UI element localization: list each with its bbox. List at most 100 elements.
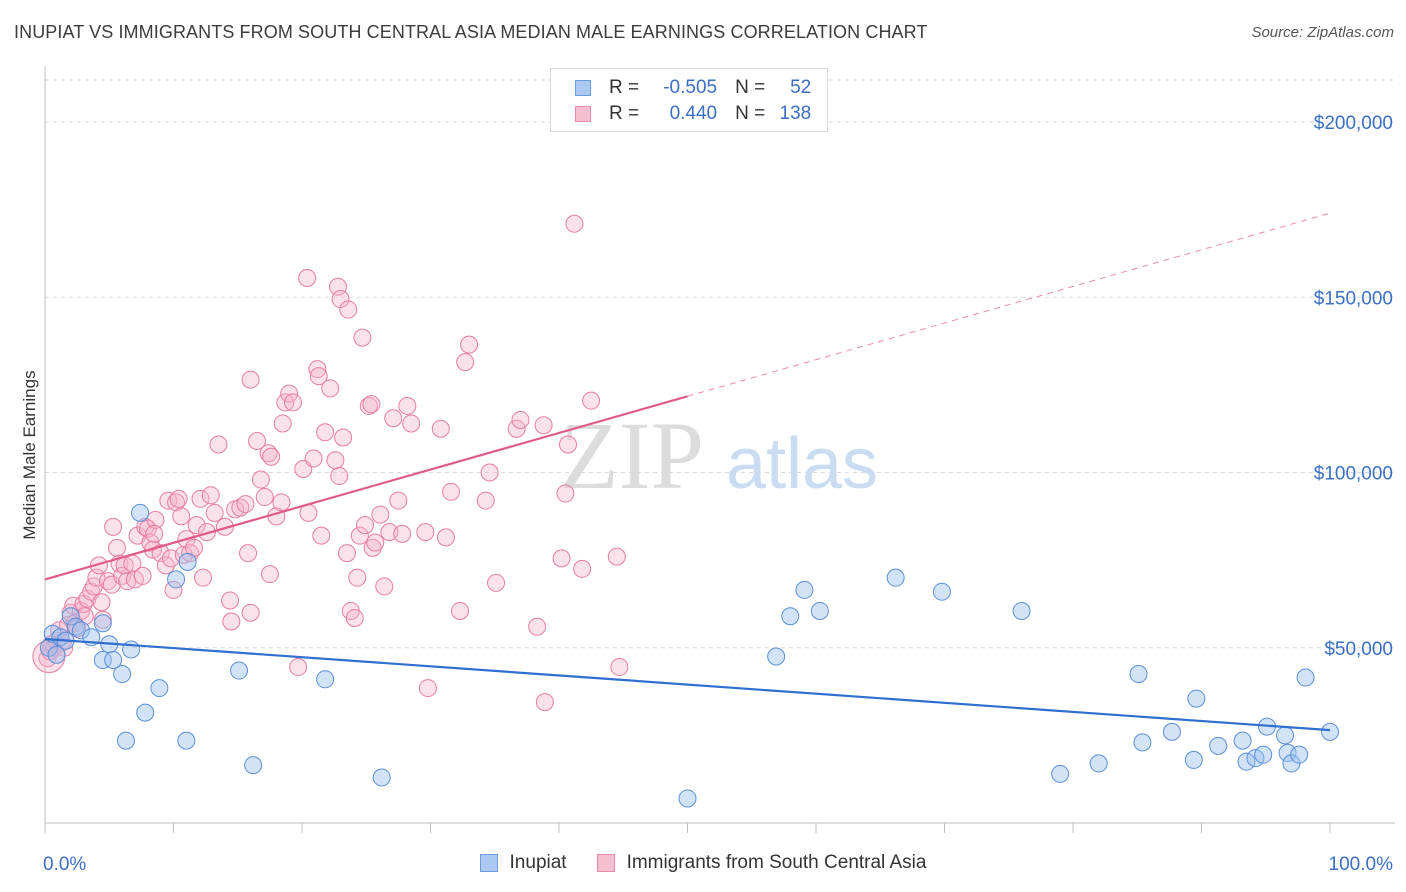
legend-r-value: 0.440 (669, 103, 718, 124)
pink-point (222, 612, 241, 631)
pink-point (251, 470, 270, 489)
y-tick-label: $200,000 (1314, 113, 1393, 134)
blue-point (71, 621, 90, 640)
pink-point (558, 435, 577, 454)
pink-point (248, 431, 267, 450)
blue-point (1296, 668, 1315, 687)
pink-point (384, 409, 403, 428)
blue-point (1233, 731, 1252, 750)
pink-point (194, 568, 213, 587)
bottom-legend-swatch-blue (479, 854, 498, 872)
pink-point (573, 559, 592, 578)
blue-point (167, 570, 186, 589)
pink-point (345, 608, 364, 627)
blue-point (61, 607, 80, 626)
pink-point (172, 507, 191, 526)
legend-n-label: N = (735, 103, 766, 124)
pink-point (582, 391, 601, 410)
blue-point (795, 580, 814, 599)
blue-point (122, 640, 141, 659)
blue-point (150, 679, 169, 698)
pink-point (402, 414, 421, 433)
pink-point (353, 328, 372, 347)
pink-point (284, 393, 303, 412)
blue-point (372, 768, 391, 787)
legend-n-label: N = (735, 77, 766, 98)
pink-point (145, 524, 164, 543)
pink-point (262, 447, 281, 466)
blue-point (316, 670, 335, 689)
blue-point (1051, 764, 1070, 783)
pink-point (236, 495, 255, 514)
legend-box: R = -0.505 N = 52 R = 0.440 N = 138 (550, 68, 828, 132)
bottom-legend-label: Inupiat (509, 852, 567, 873)
blue-point (177, 731, 196, 750)
blue-point (1290, 745, 1309, 764)
pink-point (241, 603, 260, 622)
pink-point (359, 396, 378, 415)
pink-series-points (32, 214, 629, 712)
pink-point (334, 428, 353, 447)
pink-point (191, 489, 210, 508)
pink-point (205, 503, 224, 522)
pink-point (355, 516, 374, 535)
bottom-legend-immigrants[interactable]: Immigrants from South Central Asia (596, 852, 926, 874)
blue-point (1237, 752, 1256, 771)
blue-point (131, 503, 150, 522)
pink-point (276, 393, 295, 412)
pink-point (304, 449, 323, 468)
blue-point (93, 651, 112, 670)
legend-r-value: -0.505 (663, 77, 718, 98)
blue-point (244, 756, 263, 775)
x-tick-label-min: 0.0% (43, 854, 86, 875)
pink-point (366, 533, 385, 552)
bottom-legend: Inupiat Immigrants from South Central As… (0, 852, 1406, 874)
pink-point (389, 491, 408, 510)
watermark-atlas: atlas (726, 424, 878, 504)
pink-point (535, 693, 554, 712)
blue-point (113, 665, 132, 684)
axis-labels: $50,000 $100,000 $150,000 $200,000 0.0% 100.0… (43, 113, 1393, 875)
legend-row-inupiat: R = -0.505 N = 52 (575, 77, 811, 99)
watermark-zip: ZIP (560, 402, 704, 509)
pink-point (371, 505, 390, 524)
pink-point (197, 523, 216, 542)
pink-point (239, 544, 258, 563)
pink-point (309, 367, 328, 386)
blue-point (230, 661, 249, 680)
blue-point (1276, 726, 1295, 745)
pink-point (431, 419, 450, 438)
legend-n-value: 138 (779, 103, 812, 124)
pink-point (273, 414, 292, 433)
blue-point (1187, 689, 1206, 708)
pink-point (146, 510, 165, 529)
pink-point (418, 679, 437, 698)
pink-point (610, 658, 629, 677)
bottom-legend-swatch-pink (596, 854, 615, 872)
pink-point (451, 601, 470, 620)
pink-point (255, 488, 274, 507)
y-axis-title: Median Male Earnings (20, 370, 39, 540)
pink-point (321, 379, 340, 398)
inupiat-trend-line (44, 637, 1331, 732)
pink-point (534, 416, 553, 435)
pink-point (260, 565, 279, 584)
legend-swatch-blue (575, 80, 591, 96)
blue-point (1012, 601, 1031, 620)
pink-point (221, 591, 240, 610)
pink-point (298, 269, 317, 288)
pink-point (393, 524, 412, 543)
pink-point (363, 538, 382, 557)
pink-point (201, 486, 220, 505)
blue-point (781, 607, 800, 626)
y-tick-label: $100,000 (1314, 464, 1393, 485)
pink-point (480, 463, 499, 482)
pink-point (330, 467, 349, 486)
pink-point (289, 658, 308, 677)
legend-row-immigrants: R = 0.440 N = 138 (575, 103, 811, 125)
pink-point (231, 498, 250, 517)
blue-point (767, 647, 786, 666)
bottom-legend-inupiat[interactable]: Inupiat (479, 852, 567, 874)
blue-point (1133, 733, 1152, 752)
